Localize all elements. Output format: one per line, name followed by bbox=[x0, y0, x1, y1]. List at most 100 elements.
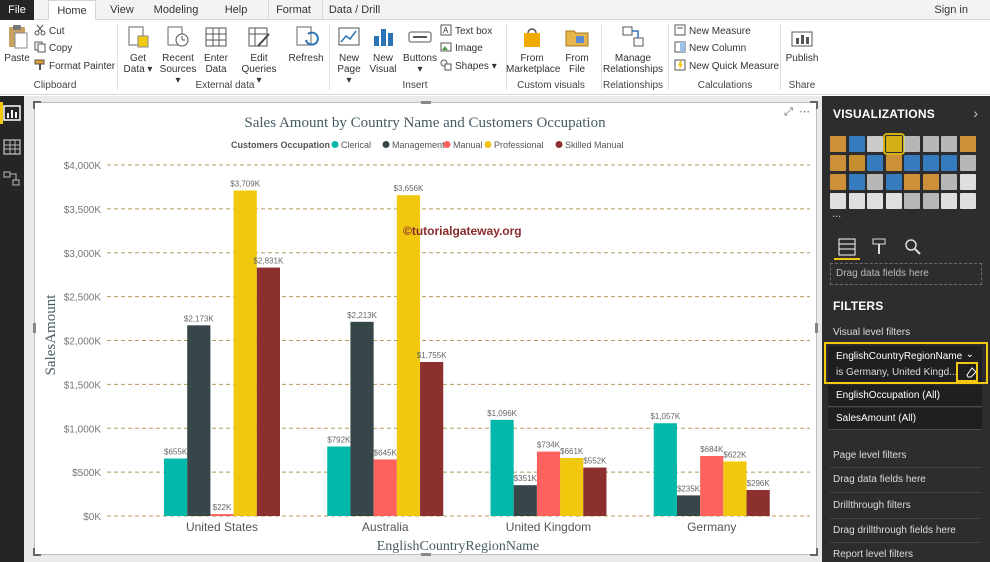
line-chart-icon[interactable] bbox=[941, 136, 957, 152]
focus-mode-icon[interactable]: ⤢ bbox=[784, 106, 793, 118]
resize-handle[interactable] bbox=[810, 101, 818, 109]
clustered-column-chart[interactable]: ⤢ ⋯ Sales Amount by Country Name and Cus… bbox=[33, 101, 818, 556]
data-view-icon[interactable] bbox=[3, 138, 21, 156]
clustered-column-icon[interactable] bbox=[882, 133, 905, 155]
arcgis-icon[interactable] bbox=[904, 193, 920, 209]
waterfall-icon[interactable] bbox=[904, 155, 920, 171]
custom-visual-icon[interactable] bbox=[959, 193, 976, 209]
more-options-icon[interactable]: ⋯ bbox=[799, 106, 810, 118]
chevron-down-icon[interactable]: ⌄ bbox=[965, 349, 974, 360]
stacked-column-100-icon[interactable] bbox=[922, 136, 939, 152]
ribbon-separator bbox=[329, 24, 330, 90]
from-marketplace-button[interactable]: From Marketplace bbox=[506, 24, 560, 75]
tab-help[interactable]: Help bbox=[224, 4, 248, 16]
from-file-button[interactable]: From File bbox=[562, 24, 592, 75]
scatter-icon[interactable] bbox=[922, 155, 939, 171]
shapes-button[interactable]: Shapes ▾ bbox=[440, 59, 497, 75]
new-quick-measure-button[interactable]: New Quick Measure bbox=[674, 59, 779, 75]
format-painter-button[interactable]: Format Painter bbox=[34, 59, 115, 75]
tab-format[interactable]: Format bbox=[268, 0, 318, 20]
new-page-button[interactable]: New Page ▾ bbox=[334, 24, 364, 86]
enter-data-button[interactable]: Enter Data bbox=[200, 24, 232, 75]
new-visual-icon bbox=[374, 29, 393, 46]
chart-legend: Clerical Management Manual Professional Skil… bbox=[331, 140, 624, 150]
card-icon[interactable] bbox=[922, 174, 939, 190]
area-chart-icon[interactable] bbox=[959, 136, 976, 152]
stacked-area-icon[interactable] bbox=[830, 155, 846, 171]
slicer-icon[interactable] bbox=[830, 193, 846, 209]
treemap-icon[interactable] bbox=[830, 174, 846, 190]
edit-queries-button[interactable]: Edit Queries ▾ bbox=[238, 24, 280, 86]
model-view-icon[interactable] bbox=[3, 170, 21, 188]
funnel-icon[interactable] bbox=[885, 174, 902, 190]
gauge-icon[interactable] bbox=[904, 174, 920, 190]
shape-map-icon[interactable] bbox=[941, 193, 957, 209]
tab-view[interactable]: View bbox=[110, 4, 134, 16]
sign-in-link[interactable]: Sign in bbox=[934, 4, 968, 16]
manage-relationships-label: Manage Relationships bbox=[602, 53, 664, 75]
tab-file[interactable]: File bbox=[0, 0, 34, 20]
buttons-button[interactable]: Buttons ▾ bbox=[400, 24, 440, 75]
new-measure-button[interactable]: New Measure bbox=[674, 24, 751, 40]
line-stacked-column-icon[interactable] bbox=[867, 155, 883, 171]
analytics-magnifier-icon[interactable] bbox=[904, 238, 922, 256]
map-icon[interactable] bbox=[848, 174, 865, 190]
drillthrough-drop-zone[interactable]: Drag drillthrough fields here bbox=[833, 525, 956, 536]
pie-chart-icon[interactable] bbox=[941, 155, 957, 171]
copy-button[interactable]: Copy bbox=[34, 41, 72, 57]
stacked-column-icon[interactable] bbox=[848, 136, 865, 152]
tab-data-drill[interactable]: Data / Drill bbox=[322, 0, 386, 20]
ribbon-chart-icon[interactable] bbox=[885, 155, 902, 171]
resize-handle[interactable] bbox=[33, 548, 41, 556]
stacked-bar-100-icon[interactable] bbox=[904, 136, 920, 152]
edit-queries-label: Edit Queries ▾ bbox=[241, 53, 277, 86]
image-button[interactable]: Image bbox=[440, 41, 483, 57]
image-icon bbox=[440, 42, 452, 52]
clustered-bar-icon[interactable] bbox=[867, 136, 883, 152]
resize-handle[interactable] bbox=[810, 548, 818, 556]
resize-handle-bottom[interactable] bbox=[421, 553, 431, 556]
text-box-button[interactable]: A Text box bbox=[440, 24, 492, 40]
refresh-button[interactable]: Refresh bbox=[288, 24, 324, 64]
filled-map-icon[interactable] bbox=[867, 174, 883, 190]
paste-button[interactable]: Paste bbox=[2, 24, 32, 64]
resize-handle-right[interactable] bbox=[815, 323, 818, 333]
line-column-icon[interactable] bbox=[848, 155, 865, 171]
publish-button[interactable]: Publish bbox=[784, 24, 820, 64]
left-nav bbox=[0, 96, 24, 562]
paste-label: Paste bbox=[4, 53, 30, 64]
eraser-icon[interactable] bbox=[964, 365, 978, 379]
manage-relationships-button[interactable]: Manage Relationships bbox=[602, 24, 664, 75]
matrix-icon[interactable] bbox=[867, 193, 883, 209]
globe-icon[interactable] bbox=[922, 193, 939, 209]
filter-card-occupation[interactable]: EnglishOccupation (All) bbox=[828, 385, 982, 407]
resize-handle-top[interactable] bbox=[421, 101, 431, 104]
multi-row-card-icon[interactable] bbox=[941, 174, 957, 190]
collapse-pane-icon[interactable]: › bbox=[973, 105, 978, 121]
new-visual-button[interactable]: New Visual bbox=[368, 24, 398, 75]
new-column-label: New Column bbox=[689, 43, 747, 54]
kpi-icon[interactable] bbox=[959, 174, 976, 190]
tab-modeling[interactable]: Modeling bbox=[153, 4, 199, 16]
report-view-icon[interactable] bbox=[3, 104, 21, 122]
cut-button[interactable]: Cut bbox=[34, 24, 65, 40]
new-column-button[interactable]: New Column bbox=[674, 41, 746, 57]
resize-handle[interactable] bbox=[33, 101, 41, 109]
recent-sources-button[interactable]: Recent Sources ▾ bbox=[158, 24, 198, 86]
format-paint-roller-icon[interactable] bbox=[871, 238, 889, 256]
filter-card-highlight bbox=[824, 342, 988, 384]
tab-home[interactable]: Home bbox=[48, 0, 96, 21]
page-filters-drop-zone[interactable]: Drag data fields here bbox=[833, 474, 926, 485]
donut-chart-icon[interactable] bbox=[959, 155, 976, 171]
get-data-button[interactable]: Get Data ▾ bbox=[121, 24, 155, 75]
refresh-icon bbox=[296, 26, 319, 46]
fields-icon[interactable] bbox=[838, 238, 856, 256]
more-visuals-button[interactable]: ... bbox=[832, 208, 842, 220]
r-script-icon[interactable] bbox=[885, 193, 902, 209]
table-viz-icon[interactable] bbox=[848, 193, 865, 209]
resize-handle-left[interactable] bbox=[33, 323, 36, 333]
values-drop-zone[interactable]: Drag data fields here bbox=[830, 263, 982, 285]
filter-card-salesamount[interactable]: SalesAmount (All) bbox=[828, 408, 982, 430]
stacked-bar-icon[interactable] bbox=[830, 136, 846, 152]
custom-visuals-group-label: Custom visuals bbox=[517, 80, 585, 91]
